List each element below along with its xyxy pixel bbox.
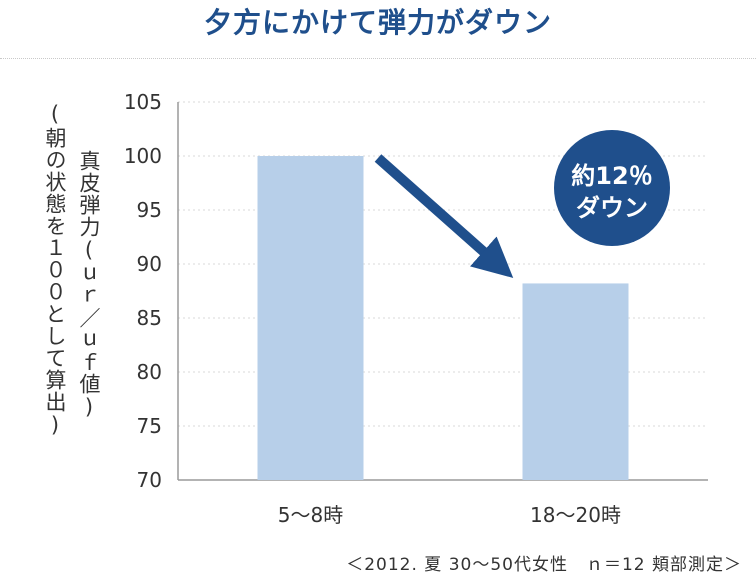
footnote: ＜2012. 夏 30～50代女性 ｎ＝12 頬部測定＞ (346, 555, 742, 575)
y-tick-label: 95 (137, 198, 162, 222)
y-tick-label: 80 (137, 360, 162, 384)
y-tick-label: 105 (124, 90, 162, 114)
callout-line2: ダウン (576, 194, 648, 222)
callout-badge: 約12％ ダウン (554, 130, 670, 246)
x-tick-label: 5～8時 (278, 503, 343, 527)
x-tick-label: 18～20時 (530, 503, 621, 527)
decrease-arrow (374, 154, 514, 278)
y-axis-label: 真皮弾力(ｕｒ／ｕｆ値) (77, 150, 101, 420)
y-tick-labels: 70 75 80 85 90 95 100 105 (124, 90, 162, 492)
callout-line1: 約12％ (571, 162, 652, 190)
y-tick-label: 90 (137, 252, 162, 276)
y-axis-sublabel: (朝の状態を１００として算出) (43, 102, 67, 438)
y-tick-label: 100 (124, 144, 162, 168)
callout-circle (554, 130, 670, 246)
y-tick-label: 75 (137, 414, 162, 438)
bar (522, 283, 629, 480)
title-divider (0, 58, 756, 59)
y-tick-label: 70 (137, 468, 162, 492)
x-tick-labels: 5～8時 18～20時 (278, 503, 621, 527)
bar (257, 156, 364, 480)
y-tick-label: 85 (137, 306, 162, 330)
chart-title: 夕方にかけて弾力がダウン (203, 6, 552, 39)
bars (257, 156, 629, 480)
